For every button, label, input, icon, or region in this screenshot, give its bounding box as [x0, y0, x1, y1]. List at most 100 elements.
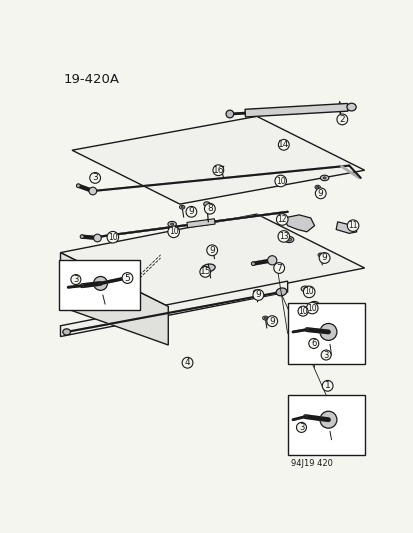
- Circle shape: [107, 231, 119, 243]
- Circle shape: [212, 165, 223, 175]
- Ellipse shape: [312, 303, 315, 305]
- Text: 1: 1: [324, 381, 330, 390]
- Ellipse shape: [322, 177, 325, 179]
- Circle shape: [76, 184, 80, 188]
- Circle shape: [168, 226, 179, 238]
- Polygon shape: [186, 219, 215, 228]
- Ellipse shape: [316, 187, 318, 188]
- Circle shape: [185, 206, 196, 217]
- Text: 10: 10: [275, 176, 285, 185]
- Ellipse shape: [319, 254, 321, 256]
- Circle shape: [321, 381, 332, 391]
- Circle shape: [252, 289, 263, 301]
- Ellipse shape: [323, 340, 332, 345]
- Text: 9: 9: [188, 207, 194, 216]
- Circle shape: [319, 411, 336, 428]
- Text: 3: 3: [92, 173, 98, 182]
- Ellipse shape: [111, 234, 114, 236]
- Circle shape: [296, 422, 306, 432]
- Text: 11: 11: [347, 221, 357, 230]
- Ellipse shape: [253, 290, 258, 294]
- Text: 10: 10: [304, 287, 313, 296]
- Circle shape: [276, 214, 287, 225]
- Ellipse shape: [320, 175, 328, 181]
- Polygon shape: [244, 103, 347, 117]
- Circle shape: [308, 338, 318, 349]
- Ellipse shape: [346, 103, 355, 111]
- Text: 19-420A: 19-420A: [64, 73, 119, 86]
- Ellipse shape: [63, 329, 70, 335]
- Text: 8: 8: [206, 204, 212, 213]
- Text: 10: 10: [169, 227, 178, 236]
- Ellipse shape: [179, 205, 184, 209]
- Circle shape: [297, 306, 307, 316]
- Ellipse shape: [301, 312, 304, 314]
- Circle shape: [206, 245, 217, 256]
- Circle shape: [273, 263, 284, 273]
- Circle shape: [315, 188, 325, 199]
- Circle shape: [336, 114, 347, 125]
- Circle shape: [251, 262, 254, 265]
- Circle shape: [267, 256, 276, 265]
- Circle shape: [318, 253, 329, 263]
- Circle shape: [93, 234, 101, 242]
- Ellipse shape: [317, 253, 323, 257]
- Polygon shape: [60, 214, 364, 306]
- Text: 9: 9: [317, 189, 323, 198]
- Polygon shape: [60, 281, 287, 336]
- Circle shape: [199, 266, 210, 277]
- Text: 94J19 420: 94J19 420: [291, 459, 332, 468]
- Ellipse shape: [275, 288, 286, 296]
- Ellipse shape: [203, 202, 209, 206]
- Circle shape: [80, 235, 84, 239]
- Ellipse shape: [201, 264, 215, 272]
- Circle shape: [320, 350, 330, 360]
- Ellipse shape: [168, 221, 176, 227]
- Circle shape: [266, 316, 277, 327]
- Ellipse shape: [217, 166, 223, 170]
- Bar: [287, 303, 364, 364]
- Text: 9: 9: [269, 317, 275, 326]
- Ellipse shape: [97, 291, 104, 296]
- Circle shape: [182, 357, 192, 368]
- Circle shape: [71, 274, 81, 285]
- Ellipse shape: [180, 206, 183, 208]
- Circle shape: [225, 110, 233, 118]
- Text: 4: 4: [184, 358, 190, 367]
- Text: 5: 5: [124, 273, 130, 282]
- Circle shape: [278, 231, 289, 242]
- Text: 10: 10: [297, 306, 307, 316]
- Ellipse shape: [324, 428, 332, 433]
- Text: 16: 16: [212, 166, 223, 175]
- Text: 9: 9: [321, 254, 327, 262]
- Bar: [59, 260, 140, 310]
- Ellipse shape: [284, 237, 293, 243]
- Text: 10: 10: [108, 233, 117, 241]
- Text: 14: 14: [278, 140, 289, 149]
- Circle shape: [278, 140, 288, 150]
- Text: 12: 12: [277, 215, 286, 224]
- Ellipse shape: [300, 286, 309, 292]
- Text: 13: 13: [278, 232, 288, 241]
- Polygon shape: [60, 253, 168, 345]
- Ellipse shape: [211, 248, 214, 249]
- Ellipse shape: [254, 291, 256, 293]
- Ellipse shape: [298, 310, 306, 316]
- Ellipse shape: [98, 292, 102, 295]
- Text: 3: 3: [323, 351, 328, 360]
- Ellipse shape: [303, 288, 306, 290]
- Polygon shape: [283, 215, 314, 232]
- Text: 7: 7: [275, 263, 281, 272]
- Ellipse shape: [286, 238, 291, 241]
- Text: 3: 3: [73, 275, 78, 284]
- Circle shape: [347, 220, 358, 231]
- Circle shape: [89, 187, 97, 195]
- Ellipse shape: [326, 429, 330, 432]
- Ellipse shape: [326, 342, 330, 344]
- Ellipse shape: [263, 317, 266, 319]
- Ellipse shape: [108, 232, 117, 238]
- Text: 6: 6: [311, 339, 316, 348]
- Circle shape: [274, 175, 286, 187]
- Text: 3: 3: [298, 423, 304, 432]
- Text: 9: 9: [209, 246, 214, 255]
